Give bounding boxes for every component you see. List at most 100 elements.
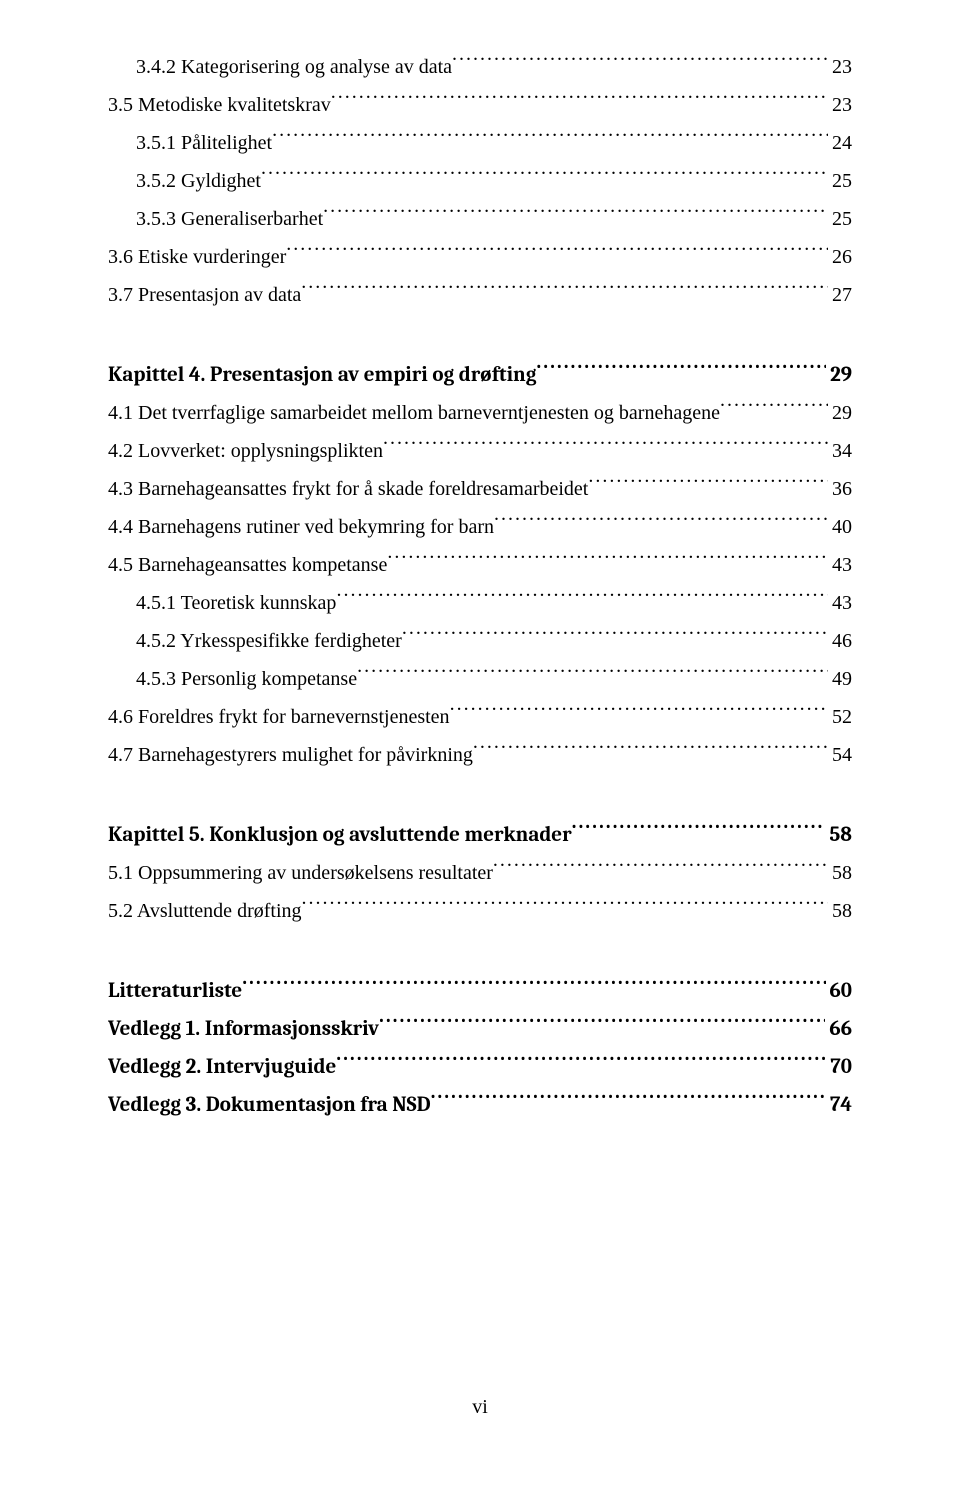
toc-entry-label: 4.5.2 Yrkesspesifikke ferdigheter: [108, 622, 402, 660]
toc-entry-label: 4.5.1 Teoretisk kunnskap: [108, 584, 336, 622]
toc-leader-dots: [720, 399, 828, 419]
toc-entry-page: 70: [826, 1048, 852, 1086]
toc-entry-label: 4.6 Foreldres frykt for barnevernstjenes…: [108, 698, 450, 736]
toc-entry-page: 58: [828, 892, 852, 930]
toc-entry-page: 54: [828, 736, 852, 774]
toc-entry-label: 3.5.1 Pålitelighet: [108, 124, 272, 162]
toc-leader-dots: [493, 859, 828, 879]
toc-entry-label: Vedlegg 1. Informasjonsskriv: [108, 1010, 379, 1048]
toc-entry: 4.6 Foreldres frykt for barnevernstjenes…: [108, 698, 852, 736]
toc-entry-page: 23: [828, 48, 852, 86]
toc-entry-label: 4.3 Barnehageansattes frykt for å skade …: [108, 470, 588, 508]
toc-entry-page: 29: [828, 394, 852, 432]
toc-leader-dots: [387, 551, 828, 571]
toc-entry-label: Kapittel 5. Konklusjon og avsluttende me…: [108, 816, 572, 854]
toc-leader-dots: [452, 53, 828, 73]
toc-entry-page: 74: [826, 1086, 852, 1124]
toc-entry-label: Litteraturliste: [108, 972, 242, 1010]
toc-group: Kapittel 4. Presentasjon av empiri og dr…: [108, 356, 852, 774]
toc-entry-label: 3.5.2 Gyldighet: [108, 162, 261, 200]
toc-entry: 3.5.3 Generaliserbarhet 25: [108, 200, 852, 238]
toc-entry: Kapittel 4. Presentasjon av empiri og dr…: [108, 356, 852, 394]
toc-entry-label: 4.7 Barnehagestyrers mulighet for påvirk…: [108, 736, 473, 774]
toc-entry-label: 3.6 Etiske vurderinger: [108, 238, 286, 276]
toc-entry-label: 4.4 Barnehagens rutiner ved bekymring fo…: [108, 508, 494, 546]
toc-entry: 3.5 Metodiske kvalitetskrav 23: [108, 86, 852, 124]
toc-leader-dots: [588, 475, 828, 495]
toc-entry: 3.5.2 Gyldighet 25: [108, 162, 852, 200]
toc-leader-dots: [450, 703, 828, 723]
toc-entry: 4.7 Barnehagestyrers mulighet for påvirk…: [108, 736, 852, 774]
toc-entry-label: Vedlegg 2. Intervjuguide: [108, 1048, 336, 1086]
toc-leader-dots: [336, 589, 828, 609]
toc-entry-page: 40: [828, 508, 852, 546]
page-number-footer: vi: [0, 1396, 960, 1419]
toc-entry: 4.1 Det tverrfaglige samarbeidet mellom …: [108, 394, 852, 432]
toc-entry-page: 25: [828, 162, 852, 200]
toc-entry-page: 58: [825, 816, 852, 854]
toc-entry: Vedlegg 1. Informasjonsskriv 66: [108, 1010, 852, 1048]
table-of-contents: 3.4.2 Kategorisering og analyse av data 2…: [108, 48, 852, 1124]
toc-entry: 4.5.2 Yrkesspesifikke ferdigheter 46: [108, 622, 852, 660]
toc-entry-page: 66: [825, 1010, 852, 1048]
toc-entry-label: 3.4.2 Kategorisering og analyse av data: [108, 48, 452, 86]
toc-entry: 3.6 Etiske vurderinger 26: [108, 238, 852, 276]
toc-entry-page: 36: [828, 470, 852, 508]
toc-leader-dots: [323, 205, 828, 225]
toc-entry-label: 3.7 Presentasjon av data: [108, 276, 301, 314]
toc-leader-dots: [536, 360, 826, 381]
toc-entry: Litteraturliste 60: [108, 972, 852, 1010]
toc-entry: 5.2 Avsluttende drøfting 58: [108, 892, 852, 930]
toc-entry: 4.3 Barnehageansattes frykt for å skade …: [108, 470, 852, 508]
toc-entry-page: 52: [828, 698, 852, 736]
toc-entry: 4.5 Barnehageansattes kompetanse 43: [108, 546, 852, 584]
toc-entry-page: 27: [828, 276, 852, 314]
toc-leader-dots: [261, 167, 828, 187]
toc-entry-label: 3.5.3 Generaliserbarhet: [108, 200, 323, 238]
toc-entry: 3.7 Presentasjon av data 27: [108, 276, 852, 314]
toc-leader-dots: [572, 820, 826, 841]
toc-leader-dots: [494, 513, 828, 533]
toc-entry-label: 3.5 Metodiske kvalitetskrav: [108, 86, 331, 124]
toc-entry: Kapittel 5. Konklusjon og avsluttende me…: [108, 816, 852, 854]
toc-leader-dots: [242, 976, 825, 997]
toc-entry-label: 4.5 Barnehageansattes kompetanse: [108, 546, 387, 584]
toc-leader-dots: [357, 665, 828, 685]
toc-entry-page: 25: [828, 200, 852, 238]
toc-leader-dots: [431, 1090, 826, 1111]
toc-entry-page: 24: [828, 124, 852, 162]
toc-entry-label: Kapittel 4. Presentasjon av empiri og dr…: [108, 356, 536, 394]
toc-entry-page: 26: [828, 238, 852, 276]
toc-entry-label: 5.1 Oppsummering av undersøkelsens resul…: [108, 854, 493, 892]
toc-entry-label: 4.1 Det tverrfaglige samarbeidet mellom …: [108, 394, 720, 432]
toc-leader-dots: [301, 281, 828, 301]
toc-entry-page: 60: [826, 972, 853, 1010]
toc-entry-page: 46: [828, 622, 852, 660]
toc-leader-dots: [302, 897, 829, 917]
toc-leader-dots: [402, 627, 828, 647]
toc-entry: 4.2 Lovverket: opplysningsplikten 34: [108, 432, 852, 470]
toc-leader-dots: [379, 1014, 825, 1035]
toc-entry-page: 58: [828, 854, 852, 892]
toc-entry-page: 23: [828, 86, 852, 124]
toc-entry-label: 4.5.3 Personlig kompetanse: [108, 660, 357, 698]
toc-entry: 3.5.1 Pålitelighet 24: [108, 124, 852, 162]
toc-entry: 4.4 Barnehagens rutiner ved bekymring fo…: [108, 508, 852, 546]
toc-group: Kapittel 5. Konklusjon og avsluttende me…: [108, 816, 852, 930]
toc-entry: Vedlegg 3. Dokumentasjon fra NSD 74: [108, 1086, 852, 1124]
toc-entry-label: 4.2 Lovverket: opplysningsplikten: [108, 432, 383, 470]
toc-leader-dots: [473, 741, 828, 761]
toc-group: Litteraturliste60Vedlegg 1. Informasjons…: [108, 972, 852, 1124]
toc-entry: 4.5.1 Teoretisk kunnskap43: [108, 584, 852, 622]
toc-entry: Vedlegg 2. Intervjuguide 70: [108, 1048, 852, 1086]
toc-leader-dots: [331, 91, 828, 111]
toc-entry: 4.5.3 Personlig kompetanse 49: [108, 660, 852, 698]
toc-leader-dots: [383, 437, 828, 457]
toc-leader-dots: [336, 1052, 826, 1073]
toc-entry-page: 34: [828, 432, 852, 470]
toc-entry-label: Vedlegg 3. Dokumentasjon fra NSD: [108, 1086, 431, 1124]
toc-entry-page: 29: [826, 356, 852, 394]
toc-entry-page: 49: [828, 660, 852, 698]
toc-entry-page: 43: [828, 546, 852, 584]
toc-entry-label: 5.2 Avsluttende drøfting: [108, 892, 302, 930]
